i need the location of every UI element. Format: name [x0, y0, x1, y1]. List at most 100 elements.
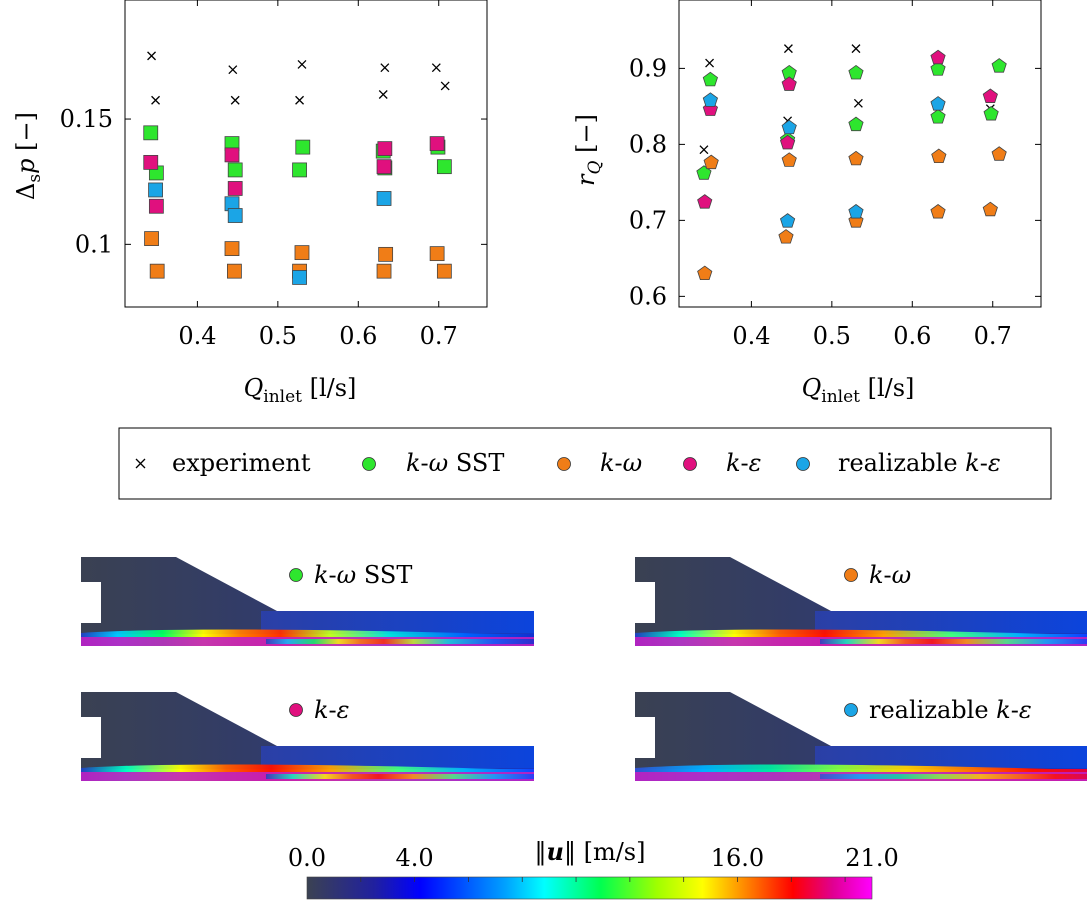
- data-point: [227, 181, 243, 196]
- x-tick-label: 0.4: [178, 322, 216, 350]
- data-point: [436, 263, 452, 279]
- data-point: [982, 88, 998, 103]
- flow-panel-p1: k-ω SST: [81, 557, 534, 646]
- data-point: [376, 263, 392, 279]
- pressure-drop-chart: 0.4 0.5 0.6 0.7 0.1 0.15 Qinlet [l/s] Δsp [−…: [12, 0, 488, 407]
- green-dot-icon: [362, 457, 376, 471]
- legend-entry-kw-sst: k-ω SST: [362, 449, 504, 477]
- colorbar-tick-label: 4.0: [396, 844, 434, 872]
- experiment-point: [851, 44, 861, 54]
- data-point: [781, 76, 797, 91]
- experiment-point: [431, 63, 441, 73]
- x-tick-label: 0.5: [259, 322, 297, 350]
- x-tick-label: 0.5: [813, 322, 851, 350]
- flow-panel-p3: k-ε: [81, 692, 534, 781]
- outlet-channel: [815, 611, 1087, 633]
- data-point: [779, 134, 796, 150]
- model-dot-icon: [289, 568, 303, 582]
- data-point: [991, 58, 1007, 73]
- near-wall-layer: [266, 639, 534, 644]
- blue-dot-icon: [796, 457, 810, 471]
- legend-label: k-ω SST: [406, 449, 504, 477]
- data-point: [930, 96, 946, 111]
- data-point: [429, 136, 445, 152]
- experiment-point: [297, 59, 307, 69]
- legend-frame: [118, 427, 1052, 500]
- colorbar-gradient: [306, 876, 873, 900]
- data-point: [702, 71, 718, 87]
- data-point: [224, 241, 240, 257]
- velocity-colorbar: ‖u‖ [m/s] 0.0 4.0 16.0 21.0: [288, 837, 899, 900]
- experiment-point: [699, 145, 709, 155]
- data-point: [702, 92, 718, 107]
- experiment-point: [230, 95, 240, 105]
- experiment-point: [295, 95, 305, 105]
- data-point: [930, 204, 946, 219]
- legend-entry-kw: k-ω: [557, 449, 642, 477]
- data-point: [781, 152, 797, 167]
- colorbar-tick-label: 16.0: [711, 844, 764, 872]
- data-point: [295, 139, 311, 155]
- chart-frame: [124, 0, 488, 308]
- experiment-point: [440, 81, 450, 91]
- y-tick-label: 0.7: [629, 206, 667, 234]
- data-point: [148, 198, 164, 214]
- legend: experiment k-ω SST k-ω k-ε realizable k-…: [118, 427, 1052, 500]
- colorbar-title: ‖u‖ [m/s]: [535, 837, 646, 867]
- data-point: [292, 270, 307, 285]
- legend-entry-experiment: experiment: [135, 449, 311, 477]
- data-point: [224, 147, 240, 163]
- data-point: [930, 49, 946, 65]
- data-point: [436, 159, 452, 175]
- panel-label: k-ω SST: [314, 561, 412, 589]
- flow-panel-p2: k-ω: [635, 557, 1087, 646]
- data-point: [697, 265, 713, 281]
- y-tick-label: 0.8: [629, 130, 667, 158]
- data-point: [144, 231, 159, 246]
- legend-label: k-ω: [600, 449, 642, 477]
- data-point: [982, 201, 998, 217]
- data-point: [292, 162, 307, 178]
- data-point: [931, 148, 947, 164]
- orange-dot-icon: [557, 457, 571, 471]
- model-dot-icon: [844, 703, 858, 717]
- legend-label: k-ε: [726, 449, 762, 477]
- colorbar-tick-label: 0.0: [288, 844, 326, 872]
- panel-label: k-ω: [869, 561, 911, 589]
- near-wall-layer: [820, 639, 1087, 644]
- experiment-point: [380, 63, 390, 73]
- colorbar-tick-label: 21.0: [845, 844, 898, 872]
- cross-marker-icon: [135, 458, 146, 469]
- data-point: [930, 109, 946, 124]
- y-tick-label: 0.15: [60, 105, 113, 133]
- experiment-point: [378, 90, 388, 99]
- x-tick-label: 0.7: [420, 322, 458, 350]
- data-point: [781, 119, 797, 135]
- panel-label: realizable k-ε: [869, 696, 1032, 724]
- experiment-point: [147, 51, 157, 61]
- experiment-point: [228, 65, 238, 75]
- magenta-dot-icon: [683, 457, 697, 471]
- data-point: [848, 116, 864, 132]
- y-tick-label: 0.6: [629, 282, 667, 310]
- y-axis-label: Δsp [−]: [12, 112, 45, 200]
- data-point: [376, 191, 392, 206]
- x-tick-label: 0.4: [732, 322, 770, 350]
- experiment-point: [151, 95, 161, 105]
- chart-frame: [678, 0, 1042, 308]
- x-axis-label: Qinlet [l/s]: [244, 374, 357, 407]
- data-point: [377, 141, 393, 157]
- velocity-field-panels: k-ω SST k-ω k-ε realizable k-ε: [81, 557, 1087, 781]
- data-point: [930, 61, 946, 76]
- legend-label: realizable k-ε: [838, 449, 1001, 477]
- x-axis-label: Qinlet [l/s]: [802, 374, 915, 407]
- flow-panel-p4: realizable k-ε: [635, 692, 1087, 781]
- data-point: [227, 208, 243, 223]
- y-axis-label: rQ [−]: [572, 114, 605, 186]
- data-point: [991, 146, 1007, 161]
- x-tick-label: 0.6: [339, 322, 377, 350]
- outlet-channel: [815, 746, 1087, 768]
- legend-entry-rke: realizable k-ε: [796, 449, 1001, 477]
- panel-label: k-ε: [314, 696, 350, 724]
